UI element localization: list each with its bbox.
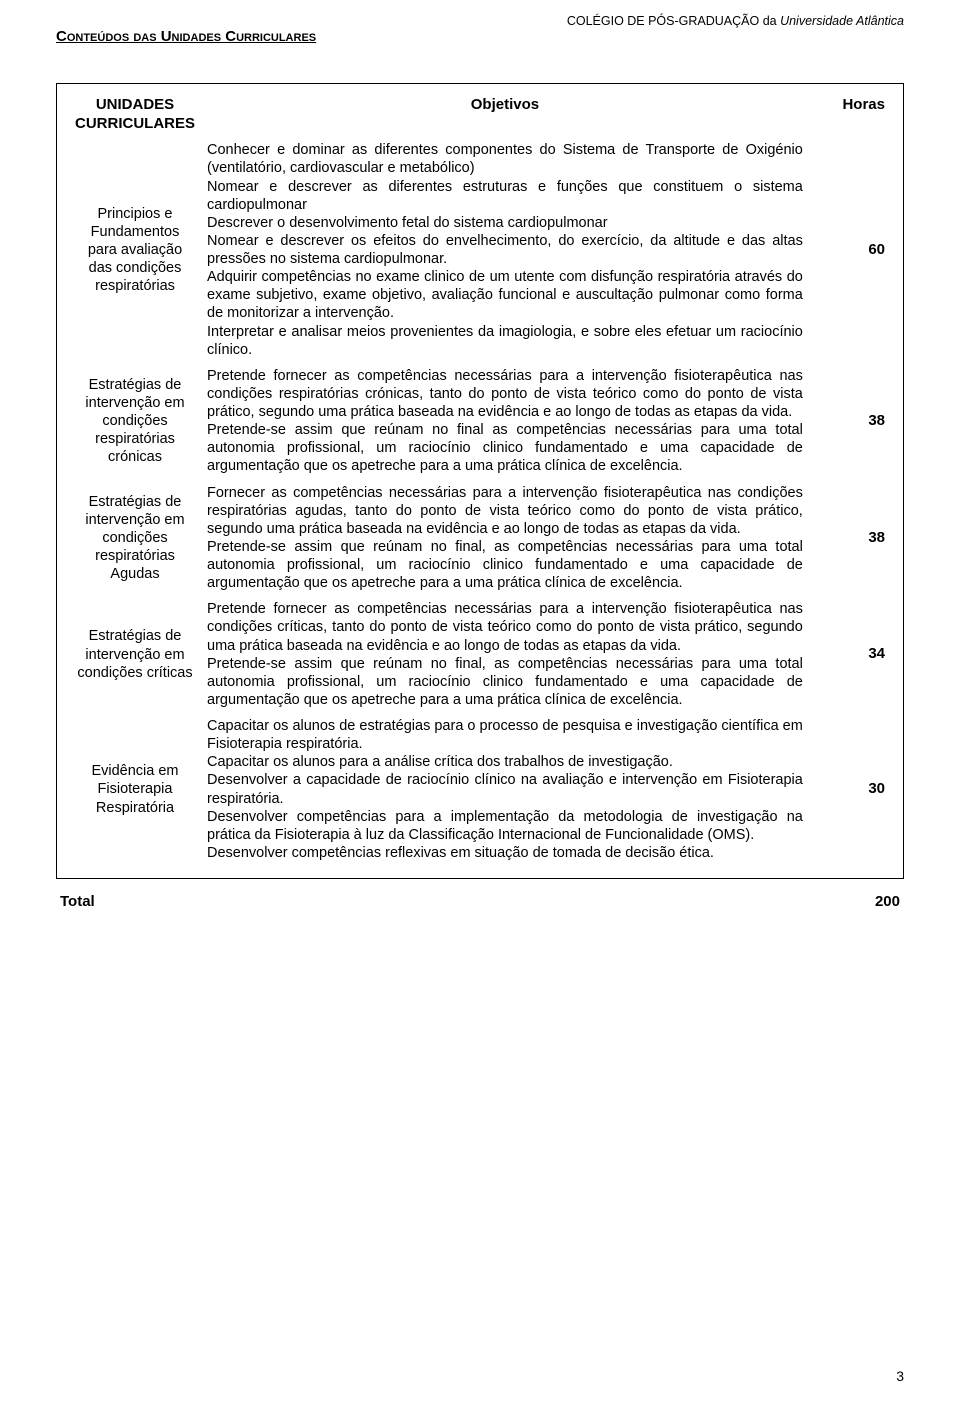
col-header-objectives: Objetivos xyxy=(201,92,809,138)
col-header-hours: Horas xyxy=(809,92,891,138)
table-row: Evidência em Fisioterapia Respiratória C… xyxy=(69,713,891,866)
unit-name: Evidência em Fisioterapia Respiratória xyxy=(69,713,201,866)
unit-objectives: Capacitar os alunos de estratégias para … xyxy=(201,713,809,866)
total-value: 200 xyxy=(875,893,900,912)
unit-objectives: Pretende fornecer as competências necess… xyxy=(201,363,809,480)
institution-header: COLÉGIO DE PÓS-GRADUAÇÃO da Universidade… xyxy=(567,14,904,30)
section-title: Conteúdos das Unidades Curriculares xyxy=(56,28,904,47)
table-row: Estratégias de intervenção em condições … xyxy=(69,363,891,480)
unit-hours: 60 xyxy=(809,137,891,363)
unit-name: Estratégias de intervenção em condições … xyxy=(69,363,201,480)
institution-italic: Universidade Atlântica xyxy=(780,14,904,28)
page-number: 3 xyxy=(896,1368,904,1386)
unit-name: Estratégias de intervenção em condições … xyxy=(69,596,201,713)
table-row: Estratégias de intervenção em condições … xyxy=(69,480,891,597)
unit-hours: 34 xyxy=(809,596,891,713)
total-label: Total xyxy=(60,893,95,912)
unit-objectives: Pretende fornecer as competências necess… xyxy=(201,596,809,713)
unit-hours: 38 xyxy=(809,363,891,480)
unit-hours: 38 xyxy=(809,480,891,597)
unit-hours: 30 xyxy=(809,713,891,866)
table-row: Estratégias de intervenção em condições … xyxy=(69,596,891,713)
col-header-unit: UNIDADES CURRICULARES xyxy=(69,92,201,138)
institution-plain: COLÉGIO DE PÓS-GRADUAÇÃO da xyxy=(567,14,780,28)
curriculum-table-container: UNIDADES CURRICULARES Objetivos Horas Pr… xyxy=(56,83,904,879)
unit-name: Principios e Fundamentos para avaliação … xyxy=(69,137,201,363)
unit-name: Estratégias de intervenção em condições … xyxy=(69,480,201,597)
unit-objectives: Fornecer as competências necessárias par… xyxy=(201,480,809,597)
curriculum-table: UNIDADES CURRICULARES Objetivos Horas Pr… xyxy=(69,92,891,866)
table-header-row: UNIDADES CURRICULARES Objetivos Horas xyxy=(69,92,891,138)
total-row: Total 200 xyxy=(56,893,904,912)
unit-objectives: Conhecer e dominar as diferentes compone… xyxy=(201,137,809,363)
table-row: Principios e Fundamentos para avaliação … xyxy=(69,137,891,363)
